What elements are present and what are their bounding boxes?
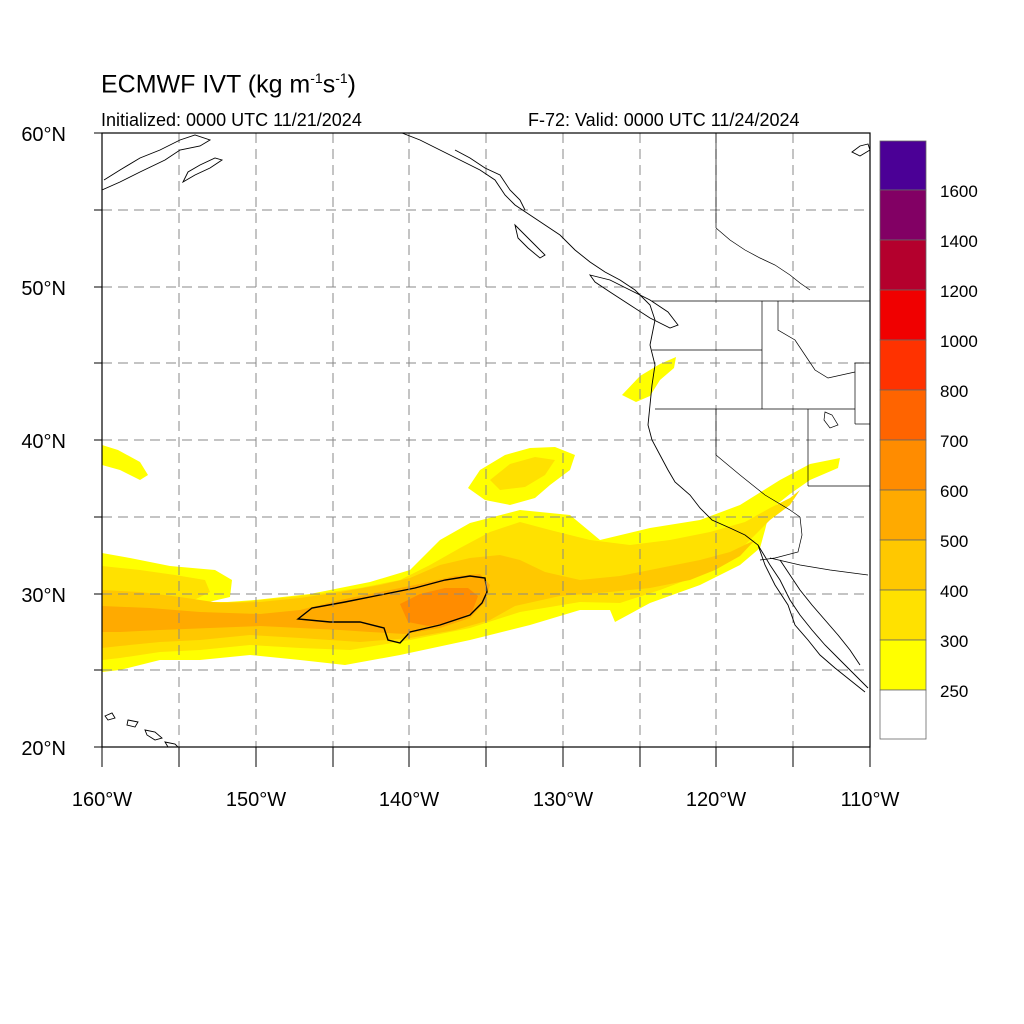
lat-labels: 60°N 50°N 40°N 30°N 20°N — [21, 124, 66, 760]
graticule — [102, 133, 870, 747]
lon-labels: 160°W 150°W 140°W 130°W 120°W 110°W — [72, 789, 900, 811]
cbar-700 — [879, 389, 927, 441]
cbar-label-1200: 1200 — [940, 282, 978, 301]
cbar-600 — [879, 439, 927, 491]
cbar-label-700: 700 — [940, 432, 968, 451]
lon-label-110w: 110°W — [841, 789, 900, 811]
cbar-label-1000: 1000 — [940, 332, 978, 351]
ivt-500-contour — [296, 575, 488, 644]
cbar-label-300: 300 — [940, 632, 968, 651]
cbar-250 — [879, 639, 927, 691]
initialized-time: Initialized: 0000 UTC 11/21/2024 — [101, 110, 362, 130]
lon-label-160w: 160°W — [72, 789, 132, 811]
cbar-below — [879, 689, 927, 740]
ivt-600-core — [400, 588, 478, 626]
ivt-500-band — [102, 574, 490, 634]
lat-label-60: 60°N — [21, 124, 66, 146]
cbar-label-500: 500 — [940, 532, 968, 551]
colorbar-labels: 1600 1400 1200 1000 800 700 600 500 400 … — [940, 182, 978, 701]
cbar-1600plus — [879, 140, 927, 191]
lon-label-120w: 120°W — [686, 789, 746, 811]
colorbar — [879, 140, 927, 740]
ivt-250-oregon — [622, 357, 676, 402]
cbar-800 — [879, 339, 927, 391]
cbar-1000 — [879, 289, 927, 341]
cbar-label-600: 600 — [940, 482, 968, 501]
cbar-label-1600: 1600 — [940, 182, 978, 201]
cbar-500 — [879, 489, 927, 541]
ivt-300-blob-north — [490, 457, 555, 490]
cbar-1400 — [879, 189, 927, 241]
cbar-label-250: 250 — [940, 682, 968, 701]
valid-time: F-72: Valid: 0000 UTC 11/24/2024 — [528, 110, 800, 130]
lat-label-50: 50°N — [21, 278, 66, 300]
map-title: ECMWF IVT (kg m-1s-1) — [101, 70, 356, 99]
cbar-400 — [879, 539, 927, 591]
lon-label-150w: 150°W — [226, 789, 286, 811]
cbar-label-1400: 1400 — [940, 232, 978, 251]
lon-label-140w: 140°W — [379, 789, 439, 811]
ivt-shading — [102, 357, 840, 672]
coastlines — [102, 133, 870, 747]
borders — [652, 133, 870, 576]
lat-label-30: 30°N — [21, 585, 66, 607]
axis-ticks — [94, 132, 871, 767]
lat-label-40: 40°N — [21, 431, 66, 453]
cbar-label-400: 400 — [940, 582, 968, 601]
cbar-300 — [879, 589, 927, 641]
cbar-1200 — [879, 239, 927, 291]
lat-label-20: 20°N — [21, 738, 66, 760]
lon-label-130w: 130°W — [533, 789, 593, 811]
ivt-250-blob-nw — [102, 445, 148, 480]
cbar-label-800: 800 — [940, 382, 968, 401]
